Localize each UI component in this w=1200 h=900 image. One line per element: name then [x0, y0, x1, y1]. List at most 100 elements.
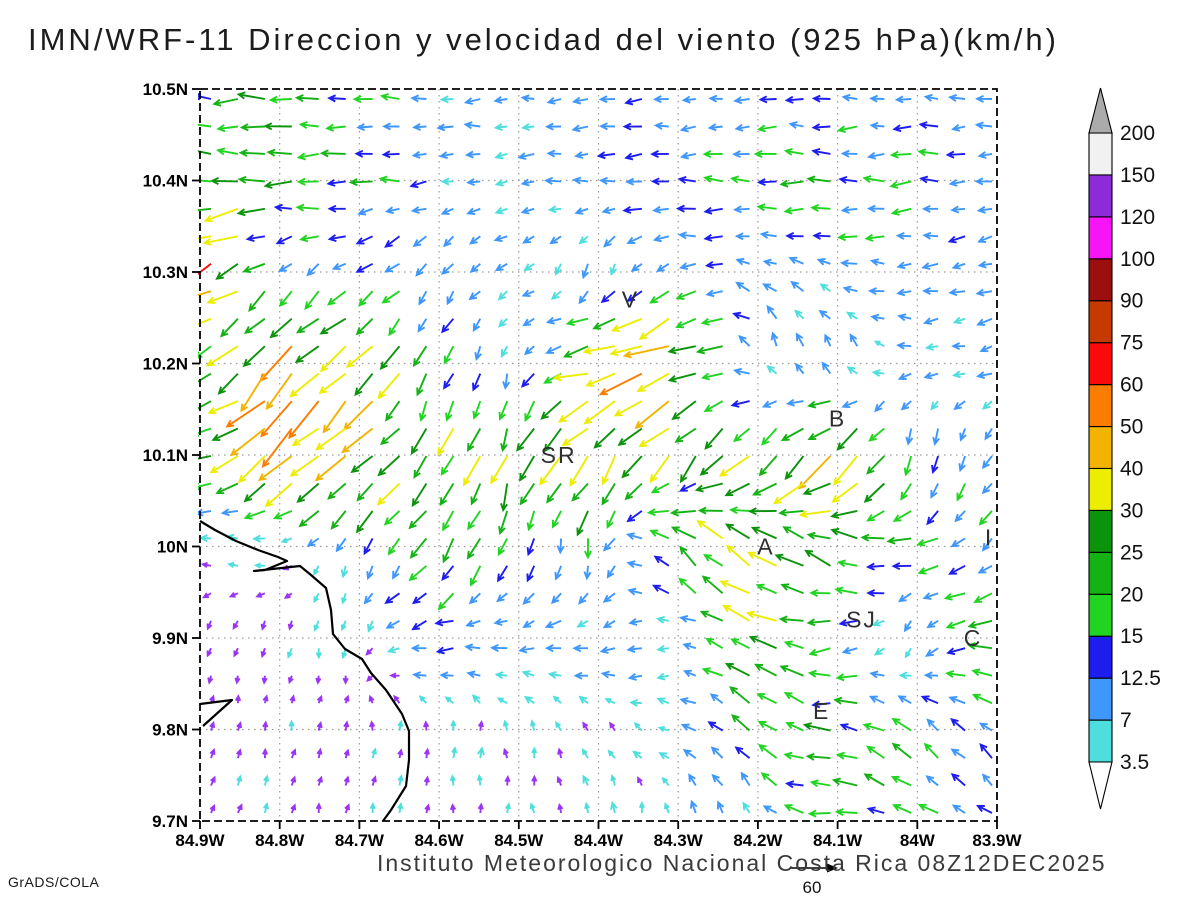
wind-arrow [841, 93, 858, 102]
wind-arrow [523, 695, 535, 704]
x-tick-label: 84W [900, 831, 936, 850]
wind-arrow [434, 618, 454, 627]
wind-arrow [638, 427, 670, 448]
wind-arrow [871, 369, 885, 377]
wind-arrow [593, 427, 616, 449]
wind-arrow [325, 123, 346, 132]
wind-arrow [926, 510, 939, 526]
wind-arrow [520, 94, 535, 103]
wind-arrow [377, 372, 401, 400]
wind-arrow [437, 592, 455, 611]
wind-arrow [354, 373, 374, 397]
wind-arrow [236, 803, 243, 814]
wind-arrow [971, 693, 993, 705]
wind-arrow [497, 318, 508, 328]
wind-arrow [544, 619, 562, 629]
wind-arrow [383, 510, 401, 526]
wind-arrow [783, 147, 804, 156]
wind-arrow [916, 537, 939, 547]
wind-arrow [582, 345, 616, 355]
wind-arrow [463, 121, 481, 130]
wind-arrow [898, 671, 912, 680]
wind-arrow [761, 400, 777, 408]
wind-arrow [922, 231, 939, 240]
wind-arrow [592, 317, 616, 330]
wind-arrow [466, 537, 482, 560]
wind-arrow [317, 775, 323, 786]
wind-arrow [287, 647, 293, 659]
wind-arrow [779, 665, 804, 677]
wind-arrow [408, 510, 428, 530]
wind-arrow [443, 345, 455, 365]
wind-arrow [981, 537, 993, 552]
wind-arrow [890, 207, 912, 216]
wind-arrow [581, 748, 589, 759]
wind-arrow [950, 718, 966, 732]
wind-arrow [198, 482, 212, 491]
wind-arrow [409, 537, 428, 559]
wind-arrow [315, 802, 322, 814]
wind-arrow [521, 123, 535, 131]
wind-arrow [947, 94, 966, 102]
wind-arrow [873, 340, 885, 348]
wind-arrow [367, 620, 375, 633]
wind-arrow [948, 564, 966, 575]
x-tick-label: 84.4W [574, 831, 624, 850]
wind-arrow [578, 235, 589, 245]
wind-arrow [762, 258, 777, 267]
wind-arrow [291, 427, 320, 447]
x-tick-label: 84.1W [813, 831, 863, 850]
wind-arrow [198, 427, 212, 437]
wind-arrow [261, 747, 269, 759]
wind-arrow [215, 147, 239, 156]
colorbar-label: 60 [1120, 374, 1143, 397]
wind-arrow [699, 455, 724, 476]
wind-arrow [886, 536, 912, 545]
wind-arrow [670, 526, 697, 540]
wind-arrow [652, 95, 669, 104]
wind-arrow [610, 774, 617, 786]
colorbar-box [1088, 677, 1113, 721]
wind-arrow [259, 345, 293, 382]
wind-arrow [411, 619, 427, 631]
wind-arrow [807, 669, 831, 678]
wind-arrow [785, 398, 804, 407]
wind-arrow [806, 618, 831, 627]
wind-arrow [794, 309, 805, 320]
wind-arrow [470, 483, 482, 506]
wind-arrow [545, 345, 562, 354]
y-tick-label: 9.9N [152, 629, 188, 648]
wind-arrow [806, 531, 831, 540]
wind-arrow [306, 537, 320, 547]
wind-arrow [489, 644, 508, 652]
wind-arrow [897, 592, 912, 603]
wind-arrow [678, 577, 697, 595]
wind-arrow [757, 743, 778, 759]
colorbar-label: 75 [1120, 332, 1143, 355]
wind-arrow [464, 643, 481, 652]
wind-arrow [269, 317, 293, 339]
wind-arrow [469, 263, 481, 274]
wind-arrow [408, 565, 428, 582]
wind-arrow [705, 637, 724, 650]
wind-arrow [628, 618, 643, 626]
wind-arrow [504, 775, 511, 786]
wind-arrow [897, 372, 912, 380]
wind-arrow [327, 482, 347, 500]
wind-arrow [209, 803, 216, 814]
wind-arrow [248, 290, 266, 312]
wind-arrow [546, 482, 562, 504]
wind-arrow [211, 427, 239, 442]
wind-arrow [198, 92, 212, 101]
wind-arrow [261, 427, 293, 468]
wind-arrow [866, 151, 885, 160]
wind-arrow [839, 259, 858, 268]
wind-arrow [523, 345, 535, 356]
wind-arrow [571, 482, 589, 502]
wind-arrow [216, 124, 239, 133]
wind-arrows [198, 91, 993, 818]
colorbar-label: 40 [1120, 457, 1143, 480]
wind-arrow [711, 773, 724, 787]
wind-arrow [348, 178, 373, 187]
coastline [199, 520, 411, 822]
